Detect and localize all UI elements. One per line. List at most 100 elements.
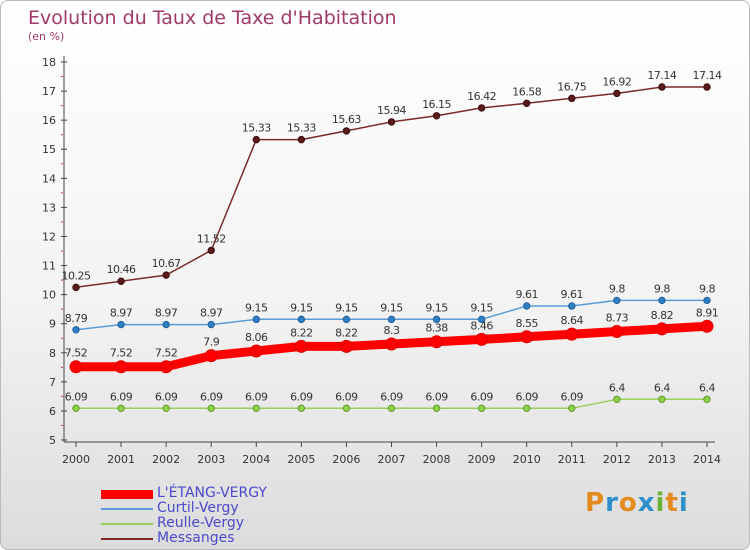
data-label: 16.42 — [467, 90, 496, 103]
data-label: 8.91 — [696, 306, 719, 319]
data-point — [432, 112, 441, 120]
data-label: 6.4 — [609, 381, 625, 394]
y-tick-label: 7 — [49, 376, 56, 389]
legend-swatch — [101, 523, 153, 525]
x-tick-label: 2011 — [558, 453, 586, 466]
data-label: 8.97 — [200, 307, 223, 320]
y-tick-label: 17 — [42, 85, 56, 98]
data-label: 6.09 — [561, 390, 584, 403]
data-point — [703, 296, 711, 305]
logo-letter: o — [618, 488, 638, 518]
data-label: 9.15 — [470, 301, 493, 314]
data-point — [523, 404, 531, 413]
data-point — [204, 349, 218, 363]
data-label: 6.4 — [654, 381, 670, 394]
data-label: 8.79 — [65, 312, 88, 325]
data-label: 8.82 — [651, 309, 674, 322]
data-label: 7.52 — [65, 347, 88, 360]
logo-letter: P — [585, 488, 606, 518]
data-label: 6.09 — [65, 390, 88, 403]
data-point — [207, 404, 215, 413]
data-point — [520, 330, 534, 344]
data-point — [385, 337, 398, 351]
data-point — [568, 94, 576, 103]
legend-swatch — [101, 508, 153, 510]
data-label: 7.52 — [155, 347, 178, 360]
data-label: 8.73 — [606, 312, 629, 325]
data-label: 15.94 — [377, 104, 406, 117]
data-point — [297, 404, 306, 413]
data-label: 16.15 — [422, 98, 451, 111]
chart-title: Evolution du Taux de Taxe d'Habitation — [28, 7, 397, 29]
data-point — [162, 404, 170, 413]
data-label: 9.8 — [654, 282, 670, 295]
logo-letter: t — [665, 488, 679, 518]
data-point — [207, 320, 215, 329]
data-label: 10.46 — [107, 263, 136, 276]
data-label: 6.09 — [425, 390, 448, 403]
data-point — [339, 339, 353, 353]
data-label: 6.09 — [155, 390, 178, 403]
y-tick-label: 10 — [42, 289, 56, 302]
data-label: 17.14 — [647, 69, 676, 82]
y-tick-label: 11 — [42, 260, 56, 273]
x-tick-label: 2006 — [332, 453, 360, 466]
x-tick-label: 2010 — [513, 453, 541, 466]
data-label: 6.09 — [380, 390, 403, 403]
data-point — [477, 404, 486, 413]
y-tick-label: 14 — [42, 172, 56, 185]
data-point — [297, 315, 306, 324]
data-point — [658, 83, 666, 91]
y-tick-label: 15 — [42, 143, 56, 156]
data-label: 8.97 — [110, 307, 133, 320]
data-point — [252, 135, 260, 144]
data-label: 8.3 — [384, 324, 400, 337]
data-point — [432, 315, 441, 324]
data-label: 8.22 — [290, 326, 313, 339]
data-label: 6.09 — [290, 390, 313, 403]
data-point — [72, 326, 80, 334]
data-point — [700, 319, 714, 333]
y-tick-label: 16 — [42, 114, 56, 127]
data-point — [613, 395, 621, 403]
data-label: 16.75 — [557, 80, 586, 93]
data-label: 11.52 — [197, 232, 226, 245]
data-point — [475, 332, 489, 346]
data-point — [159, 360, 173, 374]
data-label: 17.14 — [693, 69, 722, 82]
data-label: 10.25 — [62, 269, 91, 282]
data-label: 6.4 — [699, 381, 715, 394]
y-tick-label: 5 — [49, 434, 56, 447]
data-label: 8.97 — [155, 307, 178, 320]
chart-unit: (en %) — [28, 30, 65, 43]
x-tick-label: 2007 — [378, 453, 406, 466]
data-label: 9.61 — [561, 288, 584, 301]
data-label: 7.52 — [110, 347, 133, 360]
data-label: 6.09 — [335, 390, 358, 403]
legend-label: Curtil-Vergy — [157, 500, 239, 516]
data-point — [703, 395, 711, 403]
data-point — [387, 118, 396, 126]
data-point — [477, 104, 486, 112]
x-tick-label: 2005 — [287, 453, 315, 466]
data-point — [252, 315, 260, 324]
data-point — [252, 404, 260, 413]
x-tick-label: 2008 — [423, 453, 451, 466]
data-label: 9.15 — [290, 301, 313, 314]
data-point — [342, 315, 351, 324]
y-tick-label: 9 — [49, 318, 56, 331]
data-label: 8.64 — [561, 314, 584, 327]
data-point — [114, 360, 128, 374]
data-label: 9.15 — [425, 301, 448, 314]
data-label: 8.38 — [425, 322, 448, 335]
data-label: 16.58 — [512, 85, 541, 98]
y-tick-label: 6 — [49, 405, 56, 418]
logo-letter: i — [678, 488, 689, 518]
x-tick-label: 2000 — [62, 453, 90, 466]
data-label: 6.09 — [245, 390, 268, 403]
data-point — [387, 315, 396, 324]
x-tick-label: 2013 — [648, 453, 676, 466]
data-point — [523, 302, 531, 310]
data-point — [297, 135, 306, 144]
